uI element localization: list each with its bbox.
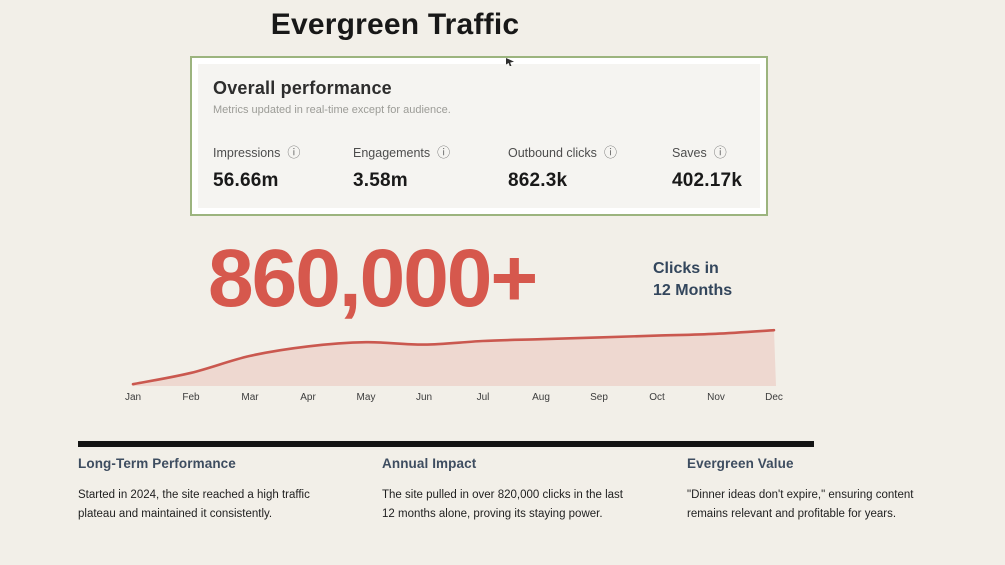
- metric-saves: Saves ⓘ 402.17k: [672, 142, 742, 192]
- metric-impressions: Impressions ⓘ 56.66m: [213, 142, 300, 192]
- headline-caption: Clicks in 12 Months: [653, 260, 733, 299]
- month-label: Nov: [707, 392, 725, 403]
- chart-line: [131, 328, 776, 386]
- metric-value: 56.66m: [213, 170, 279, 191]
- metric-label-text: Saves: [672, 146, 707, 160]
- metric-label: Impressions ⓘ: [213, 142, 300, 161]
- column-heading: Evergreen Value: [687, 456, 794, 471]
- headline-clicks-number: 860,000+: [208, 233, 538, 324]
- month-label: Aug: [532, 392, 550, 403]
- metric-label-text: Outbound clicks: [508, 146, 597, 160]
- metric-value: 402.17k: [672, 170, 743, 191]
- column-body: The site pulled in over 820,000 clicks i…: [382, 489, 623, 520]
- month-label: Jul: [476, 392, 490, 403]
- metric-label: Outbound clicks ⓘ: [508, 142, 617, 161]
- metric-value: 3.58m: [353, 170, 408, 191]
- mouse-cursor-icon: [506, 58, 514, 66]
- metric-outbound-clicks: Outbound clicks ⓘ 862.3k: [508, 142, 617, 192]
- panel-title: Overall performance: [213, 78, 392, 98]
- column-body: "Dinner ideas don't expire," ensuring co…: [687, 489, 914, 520]
- performance-panel-body: Overall performance Metrics updated in r…: [198, 64, 760, 208]
- month-label: May: [356, 392, 376, 403]
- month-label: Apr: [300, 392, 316, 403]
- month-label: Oct: [649, 392, 665, 403]
- metric-engagements: Engagements ⓘ 3.58m: [353, 142, 450, 192]
- month-label: Jan: [124, 392, 142, 403]
- metric-label: Engagements ⓘ: [353, 142, 450, 161]
- month-label: Feb: [182, 392, 200, 403]
- footer-column-long-term-performance: Long-Term Performance Started in 2024, t…: [78, 456, 340, 523]
- month-label: Dec: [765, 392, 783, 403]
- info-icon: ⓘ: [287, 145, 301, 160]
- metric-value: 862.3k: [508, 170, 568, 191]
- month-label: Sep: [590, 392, 608, 403]
- metric-label: Saves ⓘ: [672, 142, 742, 161]
- metric-label-text: Engagements: [353, 146, 431, 160]
- metric-label-text: Impressions: [213, 146, 281, 160]
- footer-divider: [78, 441, 814, 447]
- month-label: Mar: [241, 392, 259, 403]
- column-heading: Annual Impact: [382, 456, 477, 471]
- chart-area-fill: [133, 330, 776, 386]
- panel-subtitle: Metrics updated in real-time except for …: [213, 104, 451, 116]
- month-label: Jun: [415, 392, 433, 403]
- info-icon: ⓘ: [437, 145, 451, 160]
- footer-column-annual-impact: Annual Impact The site pulled in over 82…: [382, 456, 654, 523]
- footer-column-evergreen-value: Evergreen Value "Dinner ideas don't expi…: [687, 456, 939, 523]
- chart-x-axis: Jan Feb Mar Apr May Jun Jul Aug Sep Oct …: [0, 392, 1005, 406]
- traffic-area-chart: [110, 316, 810, 390]
- info-icon: ⓘ: [603, 145, 617, 160]
- column-body: Started in 2024, the site reached a high…: [78, 489, 310, 520]
- page-title: Evergreen Traffic: [270, 8, 520, 41]
- performance-panel: Overall performance Metrics updated in r…: [190, 56, 768, 216]
- chart-svg: [131, 328, 776, 386]
- column-heading: Long-Term Performance: [78, 456, 236, 471]
- info-icon: ⓘ: [713, 145, 727, 160]
